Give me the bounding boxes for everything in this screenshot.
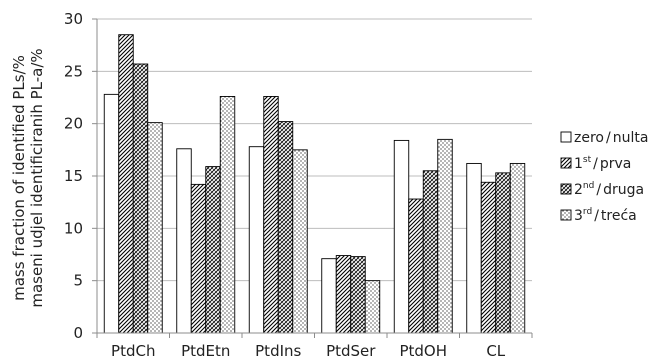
legend-item: 3rd / treća [560,207,637,224]
legend-label-main: 3 [574,208,583,224]
x-category-label: CL [486,342,505,360]
legend-label-main: zero [574,130,604,146]
bar [364,280,381,334]
bar [132,63,149,334]
legend-item: zero / nulta [560,130,648,146]
bar [509,162,526,334]
legend-label-superscript: rd [583,207,592,217]
y-tick-label: 15 [64,167,83,185]
axes [92,18,533,338]
legend-label: 3rd / treća [574,207,637,224]
bar [335,255,352,334]
legend-label-separator: / [593,156,598,172]
bar [480,181,497,334]
bar [248,146,265,334]
bar [495,172,511,334]
bar [292,149,308,334]
x-category-label: PtdSer [326,342,376,360]
bar [219,96,236,334]
bar [277,121,294,334]
legend-swatch [560,183,572,195]
y-tick-label: 30 [64,10,83,28]
x-category-label: PtdIns [255,342,301,360]
x-category-label: PtdOH [399,342,447,360]
bars [103,34,526,334]
x-axis-categories: PtdCh PtdEtn PtdIns PtdSer PtdOH CL [111,342,506,360]
legend-label-superscript: nd [583,181,594,191]
legend-label: 1st / prva [574,155,631,172]
y-axis-label-line1: mass fraction of identified PLs/% [10,55,28,301]
legend-label-alt: prva [600,156,632,172]
legend-label-alt: druga [603,182,644,198]
bar [350,256,366,334]
x-category-label: PtdCh [111,342,155,360]
legend-swatch [560,209,572,221]
legend-label: 2nd / druga [574,181,644,198]
legend-label-alt: nulta [613,130,649,146]
bar [118,34,134,334]
legend-label-main: 1 [574,156,583,172]
legend-swatch [560,157,572,169]
x-category-label: PtdEtn [181,342,230,360]
bar [176,148,192,334]
bar [422,170,439,334]
bar [321,258,337,334]
bar [205,166,221,334]
y-tick-label: 25 [64,62,83,80]
legend-label-separator: / [596,182,601,198]
y-tick-label: 5 [73,272,83,290]
bar [408,198,424,334]
y-axis-label-line2: maseni udjel identificiranih PL-a/% [28,48,46,307]
legend-item: 2nd / druga [560,181,644,198]
bar [103,93,120,334]
y-tick-label: 0 [73,324,83,342]
bar [147,122,163,334]
legend-label-separator: / [594,208,599,224]
legend-label-separator: / [606,130,611,146]
legend-label-alt: treća [601,208,637,224]
legend-item: 1st / prva [560,155,631,172]
legend-swatch [560,131,572,143]
bar [466,162,482,334]
bar [437,138,453,334]
legend-label: zero / nulta [574,130,648,146]
legend-label-superscript: st [583,155,592,165]
y-axis-ticks: 0 5 10 15 20 25 30 [64,10,83,342]
gridlines [97,18,532,282]
bar [190,183,207,334]
y-tick-label: 10 [64,219,83,237]
legend-label-main: 2 [574,182,583,198]
bar [393,139,410,334]
bar [263,96,279,334]
y-tick-label: 20 [64,115,83,133]
